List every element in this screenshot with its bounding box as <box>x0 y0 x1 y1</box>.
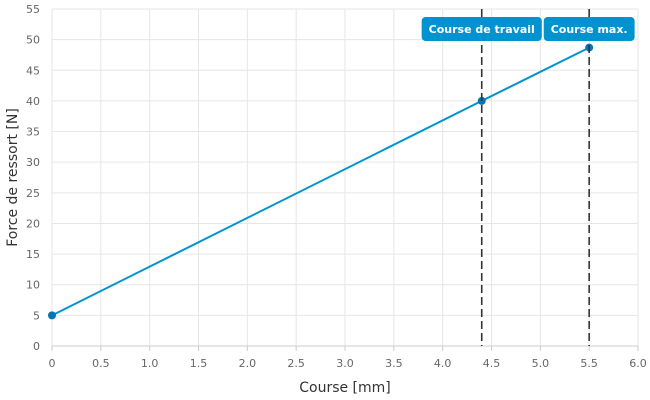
x-tick-label: 0 <box>49 357 56 370</box>
x-tick-label: 5.5 <box>580 357 598 370</box>
y-tick-label: 25 <box>26 187 40 200</box>
y-tick-label: 45 <box>26 64 40 77</box>
marker-label: Course max. <box>551 23 628 36</box>
x-tick-label: 1.5 <box>190 357 208 370</box>
x-tick-label: 4.0 <box>434 357 452 370</box>
grid <box>51 8 639 347</box>
data-point <box>48 311 56 320</box>
y-tick-label: 20 <box>26 217 40 230</box>
marker-badge: Course max. <box>543 17 635 41</box>
x-tick-label: 3.0 <box>336 357 354 370</box>
marker-badge-box <box>543 17 635 41</box>
y-tick-label: 0 <box>33 340 40 353</box>
x-tick-label: 3.5 <box>385 357 403 370</box>
axes: 0 0.5 1.0 1.5 2.0 2.5 3.0 3.5 4.0 4.5 5.0 5.5 6.0 0 5 1… <box>26 3 647 370</box>
y-tick-label: 35 <box>26 126 40 139</box>
y-tick-label: 55 <box>26 3 40 16</box>
y-axis-title: Force de ressort [N] <box>5 108 21 247</box>
y-tick-label: 30 <box>26 156 40 169</box>
series-line <box>51 46 590 317</box>
y-tick-label: 15 <box>26 248 40 261</box>
y-tick-label: 10 <box>26 279 40 292</box>
marker-badge: Course de travail <box>421 17 542 41</box>
x-tick-label: 0.5 <box>92 357 110 370</box>
x-tick-label: 2.5 <box>287 357 305 370</box>
marker-badge-box <box>421 17 542 41</box>
reference-markers: Course de travail Course max. <box>421 9 635 346</box>
marker-label: Course de travail <box>429 23 535 36</box>
x-tick-label: 6.0 <box>629 357 647 370</box>
y-tick-label: 40 <box>26 95 40 108</box>
x-tick-label: 5.0 <box>532 357 550 370</box>
x-axis-title: Course [mm] <box>299 380 391 396</box>
x-tick-label: 2.0 <box>239 357 257 370</box>
y-tick-label: 5 <box>33 309 40 322</box>
y-tick-label: 50 <box>26 34 40 47</box>
x-tick-label: 4.5 <box>483 357 501 370</box>
series-layer <box>48 43 594 320</box>
x-tick-label: 1.0 <box>141 357 159 370</box>
